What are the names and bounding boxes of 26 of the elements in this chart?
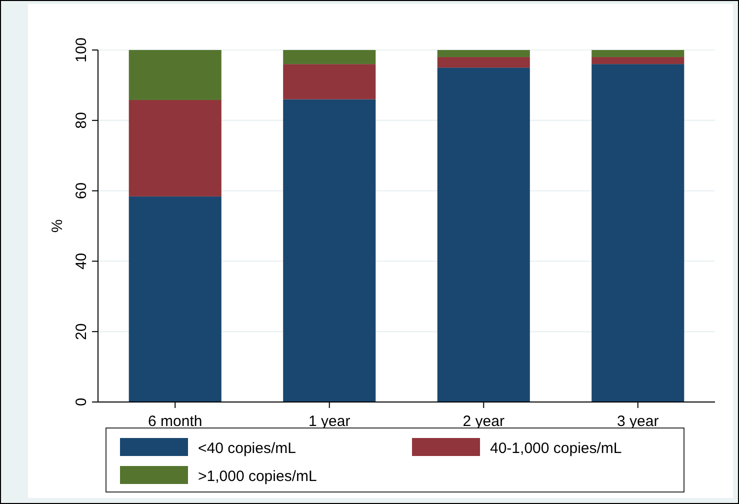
x-tick-label: 1 year — [308, 413, 350, 430]
bar — [592, 64, 684, 402]
y-tick-label: 100 — [73, 37, 90, 63]
bar — [128, 50, 222, 100]
bar — [283, 64, 376, 100]
x-tick-label: 3 year — [617, 413, 659, 430]
legend-label: >1,000 copies/mL — [198, 468, 317, 485]
y-tick-label: 60 — [73, 182, 90, 200]
bar — [437, 68, 530, 402]
legend-label: 40-1,000 copies/mL — [490, 440, 622, 457]
bar — [437, 57, 530, 68]
bar — [592, 50, 684, 58]
bar — [437, 50, 530, 58]
y-tick-label: 20 — [73, 323, 90, 340]
y-axis-title: % — [49, 219, 66, 233]
y-tick-label: 80 — [73, 112, 90, 129]
x-tick-label: 2 year — [462, 413, 504, 430]
y-tick-label: 0 — [73, 398, 90, 406]
bar — [128, 100, 222, 196]
legend-label: <40 copies/mL — [198, 440, 296, 457]
bar — [128, 196, 222, 402]
y-tick-label: 40 — [73, 252, 90, 270]
x-tick-label: 6 month — [148, 413, 202, 430]
bar — [283, 99, 376, 402]
bar — [283, 50, 376, 64]
bar — [592, 57, 684, 64]
